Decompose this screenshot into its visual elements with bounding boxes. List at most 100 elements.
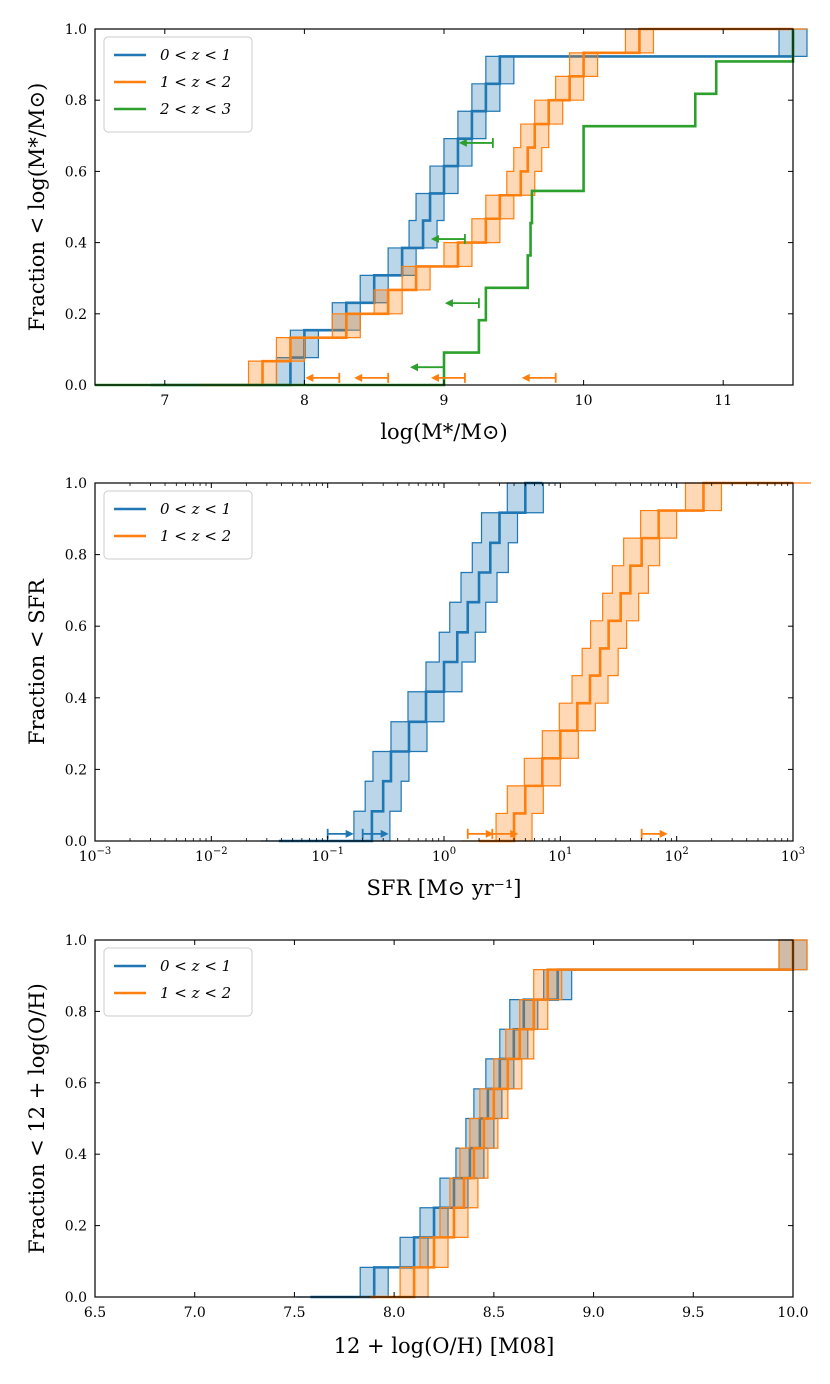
- panel-1: 0.0 0.2 0.4 0.6 0.8 1.0 7 8 9 10 11 log(M*/M⊙) Fract…: [25, 22, 808, 444]
- upper-limit-marker: [430, 372, 466, 383]
- x-tick-exponent: 3: [799, 846, 805, 857]
- lower-limit-marker: [640, 828, 668, 839]
- upper-limit-marker: [458, 137, 494, 148]
- y-tick-label: 0.4: [65, 236, 87, 252]
- limit-arrowhead: [458, 138, 467, 147]
- legend-label: 0 < z < 1: [160, 46, 231, 64]
- x-tick-label: 9.0: [582, 1305, 604, 1321]
- limit-arrowhead: [305, 373, 314, 382]
- x-tick-label: 100: [432, 846, 456, 865]
- upper-limit-marker: [354, 372, 390, 383]
- y-tick-label: 1.0: [65, 476, 87, 492]
- limit-arrowhead: [354, 373, 363, 382]
- x-tick-label: 102: [665, 846, 689, 865]
- series-line-2: [479, 481, 793, 843]
- x-tick-base: 10: [432, 849, 450, 865]
- x-tick-exponent: 1: [566, 846, 572, 857]
- x-tick-exponent: 2: [682, 846, 688, 857]
- x-tick-label: 101: [548, 846, 572, 865]
- x-tick-label: 9: [440, 393, 449, 409]
- series-line-2: [370, 940, 795, 1299]
- upper-limit-marker: [410, 362, 445, 373]
- x-tick-label: 9.5: [682, 1305, 704, 1321]
- x-tick-label: 6.5: [84, 1305, 106, 1321]
- series-band-2: [461, 482, 811, 842]
- legend: 0 < z < 1 1 < z < 2 2 < z < 3: [103, 36, 253, 133]
- y-tick-label: 0.8: [65, 93, 87, 109]
- y-tick-label: 0.6: [65, 1076, 87, 1092]
- axes-frame: [94, 939, 794, 1298]
- limit-arrowhead: [410, 363, 418, 372]
- y-tick-label: 0.8: [65, 548, 87, 564]
- x-tick-label: 8.5: [483, 1305, 505, 1321]
- legend-label: 1 < z < 2: [160, 984, 231, 1002]
- limit-arrowhead: [510, 829, 519, 838]
- y-tick-label: 0.2: [65, 1219, 87, 1235]
- x-tick-exponent: −1: [329, 846, 344, 857]
- limit-arrowhead: [430, 235, 439, 244]
- limit-arrowhead: [444, 299, 453, 308]
- x-tick-label: 7.0: [184, 1305, 206, 1321]
- x-axis-label: log(M*/M⊙): [380, 420, 507, 444]
- y-tick-label: 0.0: [65, 378, 87, 394]
- x-tick-label: 11: [714, 393, 732, 409]
- y-tick-label: 0.4: [65, 1147, 87, 1163]
- x-tick-label: 7: [160, 393, 169, 409]
- upper-limit-marker: [521, 372, 557, 383]
- x-tick-base: 10: [311, 849, 329, 865]
- x-tick-exponent: 0: [450, 846, 456, 857]
- x-tick-base: 10: [548, 849, 566, 865]
- y-tick-label: 0.0: [65, 1290, 87, 1306]
- series-line-3: [95, 29, 795, 387]
- upper-limit-marker: [444, 298, 480, 309]
- x-axis-label: SFR [M⊙ yr⁻¹]: [366, 876, 521, 900]
- legend-label: 0 < z < 1: [160, 957, 231, 975]
- series-line-1: [150, 29, 795, 387]
- limit-arrowhead: [345, 829, 354, 838]
- lower-limit-marker: [491, 828, 519, 839]
- x-tick-exponent: −2: [213, 846, 228, 857]
- lower-limit-marker: [326, 828, 354, 839]
- y-tick-label: 0.4: [65, 691, 87, 707]
- x-tick-base: 10: [781, 849, 799, 865]
- legend-label: 1 < z < 2: [160, 527, 231, 545]
- series-band-2: [356, 939, 808, 1298]
- series-line-2: [199, 27, 793, 387]
- y-tick-label: 1.0: [65, 22, 87, 38]
- legend-label: 0 < z < 1: [160, 500, 231, 518]
- y-axis-label: Fraction < 12 + log(O/H): [25, 983, 49, 1254]
- legend-label: 1 < z < 2: [160, 73, 231, 91]
- lower-limit-marker: [466, 828, 494, 839]
- legend-label: 2 < z < 3: [159, 100, 231, 118]
- x-tick-base: 10: [665, 849, 683, 865]
- x-tick-label: 103: [781, 846, 805, 865]
- y-tick-label: 0.2: [65, 762, 87, 778]
- x-tick-label: 8: [300, 393, 309, 409]
- x-tick-label: 10−1: [311, 846, 344, 865]
- panel-2: 0.00.20.40.60.81.010−3 10−2 10−1 100 101 102 1…: [25, 476, 811, 900]
- legend: 0 < z < 1 1 < z < 2: [103, 947, 253, 1017]
- x-tick-label: 10−2: [195, 846, 228, 865]
- y-tick-label: 0.8: [65, 1004, 87, 1020]
- limit-arrowhead: [485, 829, 494, 838]
- x-tick-base: 10: [79, 849, 97, 865]
- y-tick-label: 0.6: [65, 164, 87, 180]
- y-tick-label: 0.2: [65, 307, 87, 323]
- x-tick-label: 10−3: [79, 846, 112, 865]
- y-tick-label: 0.0: [65, 834, 87, 850]
- x-tick-label: 10.0: [777, 1305, 808, 1321]
- limit-arrowhead: [659, 829, 668, 838]
- x-tick-exponent: −3: [97, 846, 112, 857]
- panel-3: 0.0 0.2 0.4 0.6 0.8 1.0 6.5 7.0 7.5 8.0 8.5 9.0 9.5 1…: [25, 933, 809, 1358]
- y-axis-label: Fraction < SFR: [25, 578, 49, 745]
- x-tick-label: 7.5: [283, 1305, 305, 1321]
- y-tick-label: 0.6: [65, 619, 87, 635]
- x-tick-label: 8.0: [383, 1305, 405, 1321]
- x-tick-label: 10: [575, 393, 593, 409]
- x-axis-label: 12 + log(O/H) [M08]: [334, 1334, 555, 1358]
- upper-limit-marker: [430, 234, 466, 245]
- upper-limit-marker: [305, 372, 341, 383]
- y-tick-label: 1.0: [65, 933, 87, 949]
- series-line-1: [278, 481, 543, 843]
